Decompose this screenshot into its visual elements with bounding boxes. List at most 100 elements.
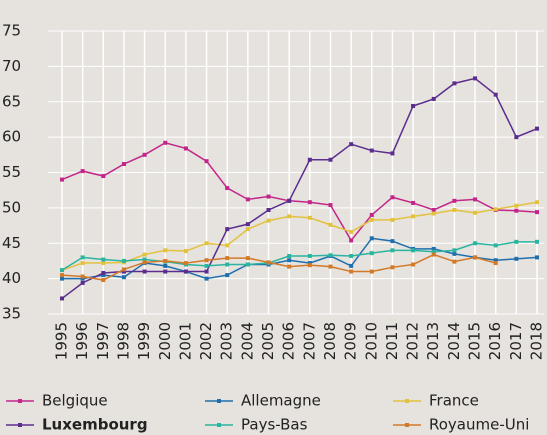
- point: [142, 269, 147, 274]
- point: [411, 214, 416, 219]
- point: [349, 269, 354, 274]
- y-tick-label: 75: [2, 22, 21, 40]
- point: [204, 269, 209, 274]
- point: [452, 207, 457, 212]
- x-tick-label: 2004: [238, 322, 256, 360]
- point: [225, 256, 230, 261]
- x-tick-label: 2003: [218, 322, 236, 360]
- point: [225, 243, 230, 248]
- point: [411, 103, 416, 108]
- point: [328, 203, 333, 208]
- point: [452, 81, 457, 86]
- point: [142, 252, 147, 257]
- point: [287, 264, 292, 269]
- point: [431, 207, 436, 212]
- point: [349, 253, 354, 258]
- legend-marker: [217, 423, 221, 427]
- point: [121, 258, 126, 263]
- point: [514, 239, 519, 244]
- point: [452, 198, 457, 203]
- point: [535, 210, 539, 215]
- x-tick-label: 1996: [73, 322, 91, 360]
- point: [121, 269, 126, 274]
- point: [411, 262, 416, 267]
- point: [473, 76, 478, 81]
- point: [60, 177, 64, 182]
- point: [390, 217, 395, 222]
- point: [183, 261, 188, 266]
- point: [80, 280, 85, 285]
- point: [514, 135, 519, 140]
- x-tick-label: 1998: [114, 322, 132, 360]
- point: [493, 261, 498, 266]
- legend-marker: [18, 399, 22, 403]
- point: [266, 194, 271, 199]
- y-tick-label: 70: [2, 57, 21, 75]
- x-tick-label: 2010: [362, 322, 380, 360]
- legend-marker: [18, 423, 22, 427]
- point: [328, 157, 333, 162]
- point: [349, 238, 354, 243]
- point: [431, 211, 436, 216]
- point: [183, 269, 188, 274]
- y-tick-label: 65: [2, 92, 21, 110]
- point: [307, 215, 312, 220]
- point: [225, 262, 230, 267]
- point: [225, 186, 230, 191]
- y-tick-label: 60: [2, 128, 21, 146]
- y-tick-label: 55: [2, 163, 21, 181]
- point: [60, 276, 64, 281]
- x-tick-label: 2000: [156, 322, 174, 360]
- point: [535, 239, 539, 244]
- point: [307, 263, 312, 268]
- point: [287, 198, 292, 203]
- legend-marker: [405, 423, 409, 427]
- point: [80, 261, 85, 266]
- point: [183, 249, 188, 254]
- y-tick-label: 45: [2, 234, 21, 252]
- x-tick-label: 2018: [528, 322, 546, 360]
- point: [473, 197, 478, 202]
- x-tick-label: 2001: [176, 322, 194, 360]
- series-line: [61, 77, 538, 300]
- point: [349, 263, 354, 268]
- point: [307, 200, 312, 205]
- point: [287, 214, 292, 219]
- point: [390, 151, 395, 156]
- point: [101, 270, 106, 275]
- point: [328, 253, 333, 258]
- x-tick-label: 2008: [321, 322, 339, 360]
- x-tick-label: 2015: [466, 322, 484, 360]
- point: [369, 148, 374, 153]
- point: [431, 96, 436, 101]
- point: [60, 296, 64, 301]
- series-line: [62, 237, 538, 280]
- point: [142, 257, 147, 262]
- legend-marker: [217, 399, 221, 403]
- point: [411, 248, 416, 253]
- point: [101, 261, 106, 266]
- point: [245, 256, 250, 261]
- point: [142, 152, 147, 157]
- point: [204, 276, 209, 281]
- point: [80, 276, 85, 281]
- point: [535, 200, 539, 205]
- point: [431, 249, 436, 254]
- point: [204, 258, 209, 263]
- point: [60, 273, 64, 278]
- x-tick-label: 2013: [424, 322, 442, 360]
- point: [369, 236, 374, 241]
- point: [493, 207, 498, 212]
- x-tick-label: 2002: [197, 322, 215, 360]
- point: [121, 275, 126, 280]
- point: [390, 195, 395, 200]
- point: [266, 260, 271, 265]
- point: [307, 261, 312, 266]
- point: [369, 212, 374, 217]
- x-tick-label: 1995: [53, 322, 71, 360]
- x-tick-label: 1997: [94, 322, 112, 360]
- point: [245, 262, 250, 267]
- series-line: [61, 253, 496, 281]
- point: [431, 246, 436, 251]
